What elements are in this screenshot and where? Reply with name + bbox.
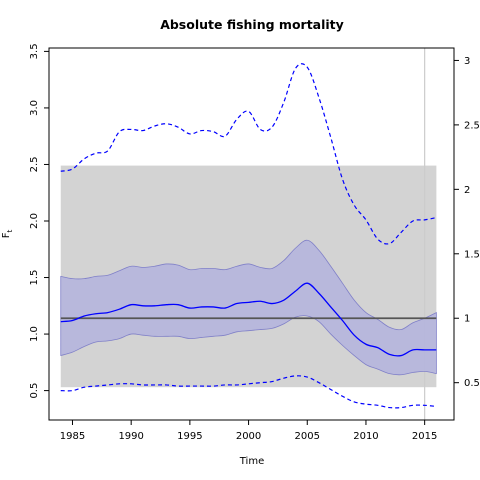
y2-tick-label: 1 [464, 314, 470, 325]
y-tick-label: 0.5 [29, 383, 40, 399]
x-tick-label: 1995 [177, 431, 202, 442]
x-tick-label: 2005 [295, 431, 320, 442]
y-axis-left: 0.5 1.0 1.5 2.0 2.5 3.0 3.5 [29, 43, 49, 399]
plot-frame-layer [48, 47, 455, 421]
x-tick-label: 1985 [60, 431, 85, 442]
y-axis-title-main: F [1, 232, 12, 238]
y2-tick-label: 2 [464, 185, 470, 196]
confidence-band-layer [60, 239, 437, 376]
y-tick-label: 1.5 [29, 270, 40, 286]
y-axis-title: Ft [1, 229, 14, 238]
y-tick-label: 3.5 [29, 43, 40, 59]
y-tick-label: 2.5 [29, 157, 40, 173]
y2-tick-label: 3 [464, 56, 470, 67]
x-axis-title: Time [239, 456, 264, 467]
series-line-upper [60, 63, 437, 245]
y2-tick-label: 1.5 [464, 249, 480, 260]
series-layer [60, 63, 437, 409]
y-axis-right: 0.5 1 1.5 2 2.5 3 [454, 56, 480, 389]
confidence-band [60, 239, 437, 376]
plot-frame [48, 47, 455, 421]
y2-tick-label: 2.5 [464, 120, 480, 131]
y-tick-label: 3.0 [29, 100, 40, 116]
y-axis-title-subscript: t [6, 229, 14, 232]
y-axis-title-group: Ft [1, 229, 14, 238]
series-line-estimate [60, 282, 437, 357]
chart-title: Absolute fishing mortality [160, 17, 344, 32]
x-tick-label: 2000 [236, 431, 261, 442]
y-tick-label: 2.0 [29, 213, 40, 229]
x-tick-label: 1990 [118, 431, 143, 442]
x-axis: 1985 1990 1995 2000 2005 2010 2015 [60, 420, 437, 442]
y2-tick-label: 0.5 [464, 378, 480, 389]
x-tick-label: 2010 [353, 431, 378, 442]
x-tick-label: 2015 [412, 431, 437, 442]
y-tick-label: 1.0 [29, 326, 40, 342]
